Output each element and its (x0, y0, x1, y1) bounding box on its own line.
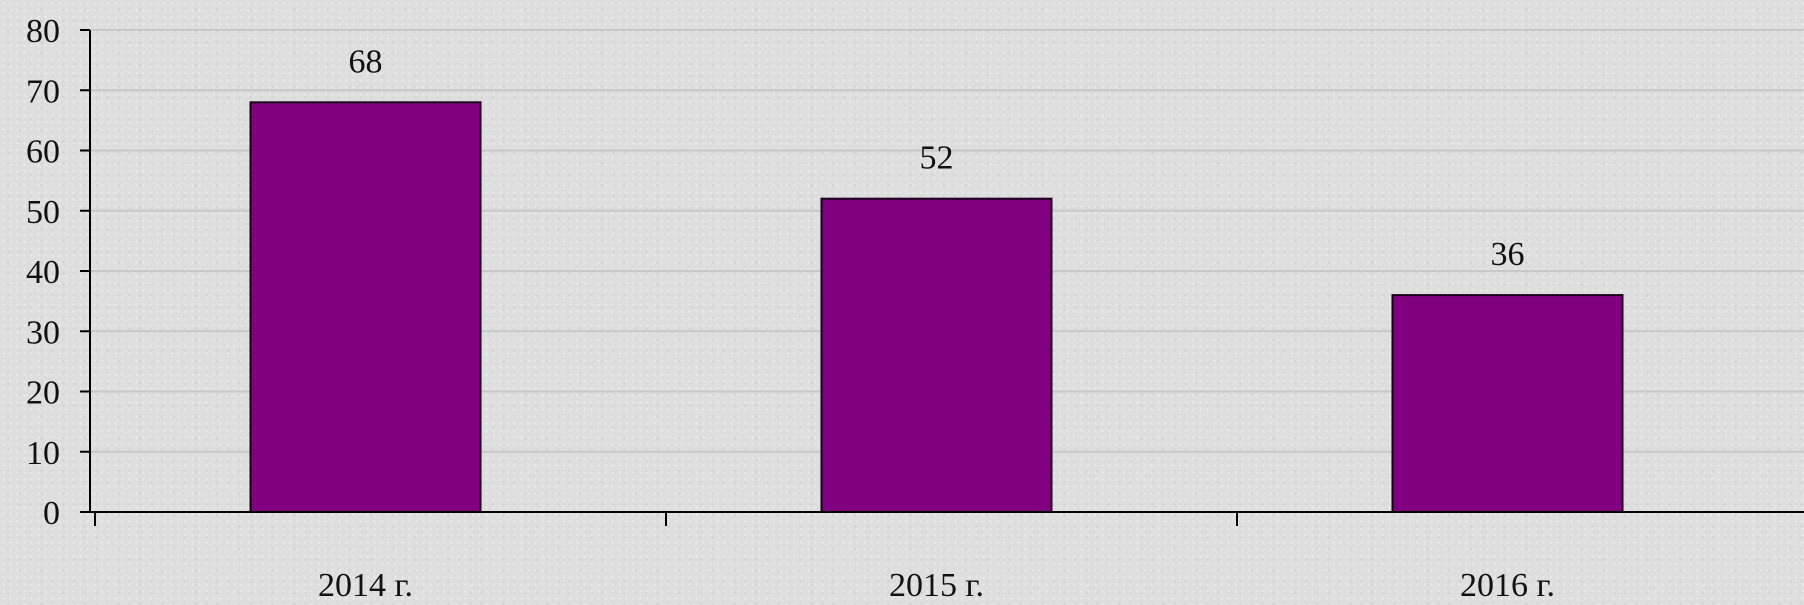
y-tick-label: 10 (26, 435, 60, 472)
y-tick-label: 0 (43, 495, 60, 532)
y-tick-label: 30 (26, 314, 60, 351)
x-tick-labels: 2014 г. 2015 г. 2016 г. (318, 567, 1555, 604)
bars (249, 101, 1624, 514)
bar (249, 101, 482, 514)
bar (820, 197, 1053, 513)
bar (1391, 294, 1624, 513)
y-tick-label: 20 (26, 375, 60, 412)
axes (80, 29, 1804, 526)
x-tick-label: 2014 г. (318, 567, 413, 604)
x-tick-label: 2016 г. (1460, 567, 1555, 604)
y-tick-label: 80 (26, 13, 60, 50)
x-tick-label: 2015 г. (889, 567, 984, 604)
data-labels: 68 52 36 (349, 43, 1525, 273)
data-label: 52 (920, 140, 954, 177)
y-tick-label: 60 (26, 134, 60, 171)
y-tick-label: 70 (26, 73, 60, 110)
y-tick-labels: 0 10 20 30 40 50 60 70 80 (26, 13, 60, 532)
data-label: 68 (349, 43, 383, 80)
y-tick-label: 40 (26, 254, 60, 291)
data-label: 36 (1491, 236, 1525, 273)
y-tick-label: 50 (26, 194, 60, 231)
